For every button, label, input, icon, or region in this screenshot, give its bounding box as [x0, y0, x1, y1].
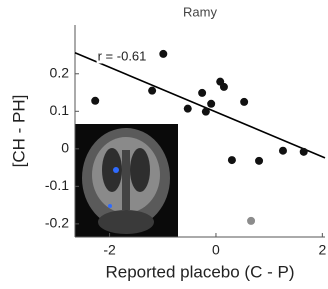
- scatter-point: [228, 156, 236, 164]
- scatter-point: [148, 87, 156, 95]
- chart-title: Ramy: [183, 4, 217, 19]
- x-tick-label: -2: [103, 242, 116, 258]
- x-axis-label: Reported placebo (C - P): [106, 262, 295, 281]
- scatter-point: [207, 100, 215, 108]
- y-tick-label: -0.1: [45, 177, 69, 193]
- scatter-point: [220, 83, 228, 91]
- x-tick-label: 2: [318, 242, 326, 258]
- y-tick-label: -0.2: [45, 215, 69, 231]
- scatter-point: [279, 147, 287, 155]
- annotation: r = -0.61: [98, 48, 147, 63]
- y-tick-label: 0: [61, 140, 69, 156]
- scatter-point: [202, 108, 210, 116]
- y-tick-label: 0.2: [50, 64, 70, 80]
- y-tick-label: 0.1: [50, 102, 70, 118]
- x-tick-label: 0: [212, 242, 220, 258]
- scatter-point: [300, 148, 308, 156]
- scatter-point: [255, 157, 263, 165]
- scatter-point: [247, 217, 255, 225]
- chart: Ramy Reported placebo (C - P) [CH - PH] …: [0, 0, 328, 289]
- scatter-point: [184, 105, 192, 113]
- scatter-point: [91, 97, 99, 105]
- brain-inset: [75, 124, 178, 237]
- scatter-point: [198, 89, 206, 97]
- scatter-point: [240, 98, 248, 106]
- scatter-point: [159, 50, 167, 58]
- y-axis-label: [CH - PH]: [9, 95, 28, 168]
